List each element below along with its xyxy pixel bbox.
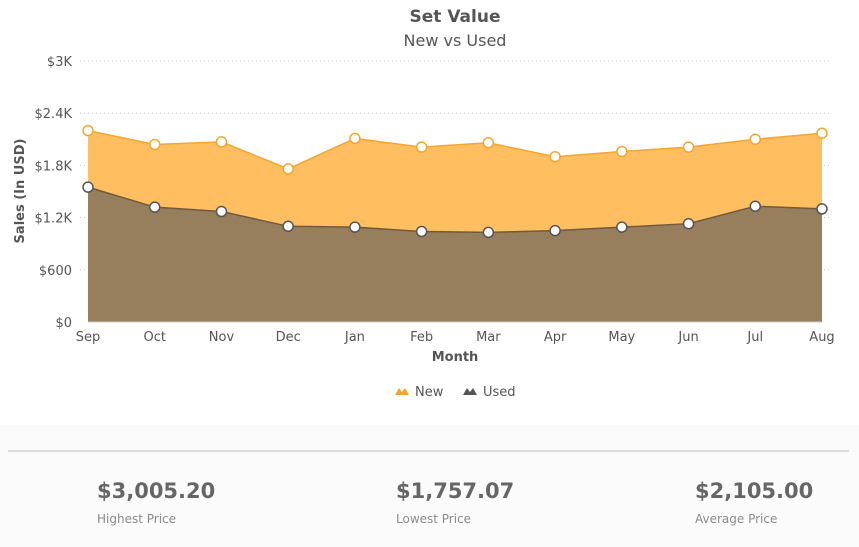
data-point-used[interactable] [349, 221, 361, 233]
legend-icon-used [463, 388, 477, 395]
summary-divider [8, 450, 849, 452]
data-point-used[interactable] [482, 226, 495, 239]
x-tick-label: Jan [344, 330, 365, 345]
x-axis-title: Month [432, 350, 479, 365]
y-tick-label: $1.8K [35, 159, 73, 174]
kpi-average-value: $2,105.00 [695, 479, 814, 503]
data-point-new[interactable] [349, 132, 361, 145]
kpi-highest-value: $3,005.20 [97, 479, 216, 503]
kpi-highest-label: Highest Price [97, 512, 177, 526]
x-tick-label: Apr [544, 330, 567, 345]
data-point-new[interactable] [616, 145, 628, 158]
x-tick-label: Feb [410, 330, 433, 345]
y-tick-label: $3K [47, 55, 73, 70]
chart-title: Set Value [410, 7, 501, 27]
data-point-used[interactable] [82, 181, 94, 193]
data-point-new[interactable] [549, 150, 561, 163]
data-point-used[interactable] [616, 221, 628, 233]
x-tick-label: Mar [476, 330, 501, 345]
x-tick-label: Jul [746, 330, 763, 345]
data-point-used[interactable] [682, 217, 695, 230]
data-point-new[interactable] [816, 127, 828, 139]
data-point-new[interactable] [682, 141, 695, 153]
data-point-new[interactable] [215, 136, 228, 148]
series-area-used [88, 187, 822, 322]
area-chart: Set Value New vs Used $0 $600 $1.2K $1.8K $2… [13, 7, 835, 400]
series-line-new [87, 129, 823, 170]
x-tick-label: Nov [209, 330, 235, 345]
kpi-lowest-label: Lowest Price [396, 512, 472, 526]
chart-subtitle: New vs Used [404, 31, 507, 50]
legend: New Used [395, 385, 516, 400]
x-tick-label: May [608, 330, 635, 345]
x-tick-label: Aug [809, 330, 834, 345]
series-layer [87, 129, 823, 322]
data-point-new[interactable] [415, 141, 428, 153]
chart-area: Set Value New vs Used $0 $600 $1.2K $1.8K $2… [13, 7, 835, 400]
x-tick-label: Jun [677, 330, 698, 345]
y-axis-title: Sales (In USD) [13, 139, 28, 244]
kpi-lowest: $1,757.07 Lowest Price [396, 478, 514, 526]
x-axis-ticks: Sep Oct Nov Dec Jan Feb Mar Apr May Jun Jul Aug [76, 330, 835, 345]
data-point-used[interactable] [148, 201, 161, 213]
series-line-used [87, 186, 823, 234]
legend-label-new[interactable]: New [415, 385, 444, 400]
kpi-average-label: Average Price [695, 512, 778, 526]
data-point-used[interactable] [816, 203, 828, 215]
y-tick-label: $1.2K [35, 212, 73, 227]
data-point-used[interactable] [215, 205, 228, 218]
data-point-used[interactable] [282, 220, 294, 233]
legend-label-used[interactable]: Used [483, 385, 516, 400]
data-point-new[interactable] [749, 133, 762, 146]
x-tick-label: Oct [143, 330, 165, 345]
y-tick-label: $600 [39, 264, 72, 279]
marker-layer [82, 124, 828, 239]
y-tick-label: $0 [55, 316, 72, 331]
data-point-new[interactable] [82, 124, 94, 137]
legend-icon-new [395, 388, 409, 395]
y-tick-label: $2.4K [35, 107, 73, 122]
y-axis-ticks: $0 $600 $1.2K $1.8K $2.4K $3K [35, 55, 73, 331]
data-point-used[interactable] [415, 225, 428, 238]
summary-panel [0, 425, 859, 547]
data-point-new[interactable] [482, 137, 495, 149]
kpi-lowest-value: $1,757.07 [396, 479, 515, 503]
x-tick-label: Sep [76, 330, 101, 345]
kpi-highest: $3,005.20 Highest Price [97, 478, 215, 526]
data-point-used[interactable] [749, 200, 762, 213]
kpi-average: $2,105.00 Average Price [695, 478, 813, 526]
x-tick-label: Dec [276, 330, 301, 345]
data-point-used[interactable] [549, 224, 561, 237]
data-point-new[interactable] [148, 138, 161, 151]
data-point-new[interactable] [282, 163, 294, 175]
